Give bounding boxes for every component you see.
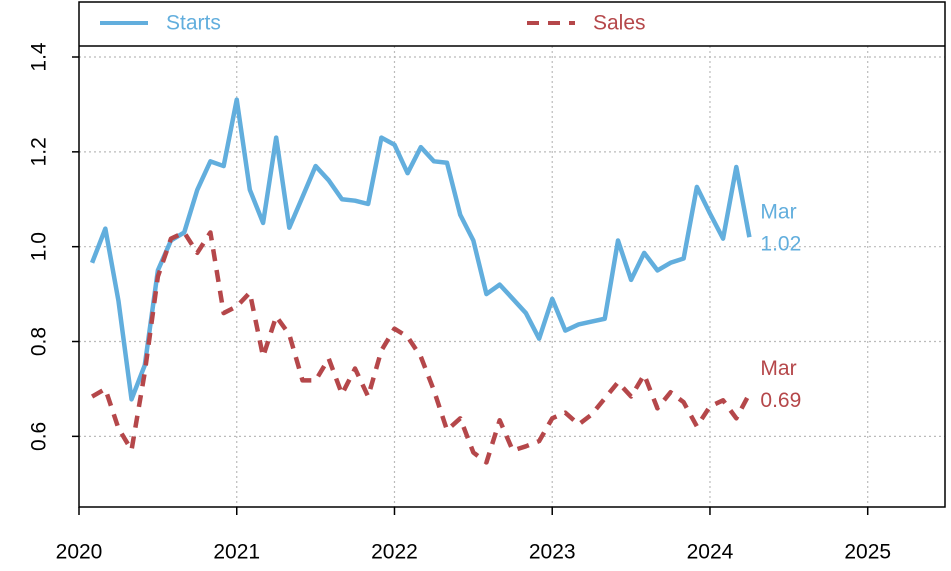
x-tick-label: 2023 bbox=[529, 541, 576, 564]
x-tick-label: 2022 bbox=[371, 541, 418, 564]
annotation: 0.69 bbox=[760, 389, 801, 412]
series-line bbox=[90, 230, 752, 465]
y-tick-label: 0.8 bbox=[28, 327, 51, 356]
x-tick-label: 2021 bbox=[213, 541, 260, 564]
y-tick-label: 1.4 bbox=[28, 42, 51, 72]
annotation: 1.02 bbox=[760, 233, 801, 256]
y-tick-label: 1.0 bbox=[28, 232, 51, 261]
series-line bbox=[89, 97, 752, 402]
plot-frame bbox=[78, 1, 946, 508]
x-tick-label: 2025 bbox=[844, 541, 891, 564]
legend-label: Sales bbox=[593, 12, 646, 35]
annotation: Mar bbox=[760, 357, 796, 380]
x-tick-label: 2024 bbox=[687, 541, 734, 564]
x-tick-label: 2020 bbox=[56, 541, 103, 564]
annotation: Mar bbox=[760, 201, 796, 224]
y-tick-label: 0.6 bbox=[28, 422, 51, 451]
y-tick-label: 1.2 bbox=[28, 137, 51, 166]
legend-label: Starts bbox=[166, 12, 221, 35]
